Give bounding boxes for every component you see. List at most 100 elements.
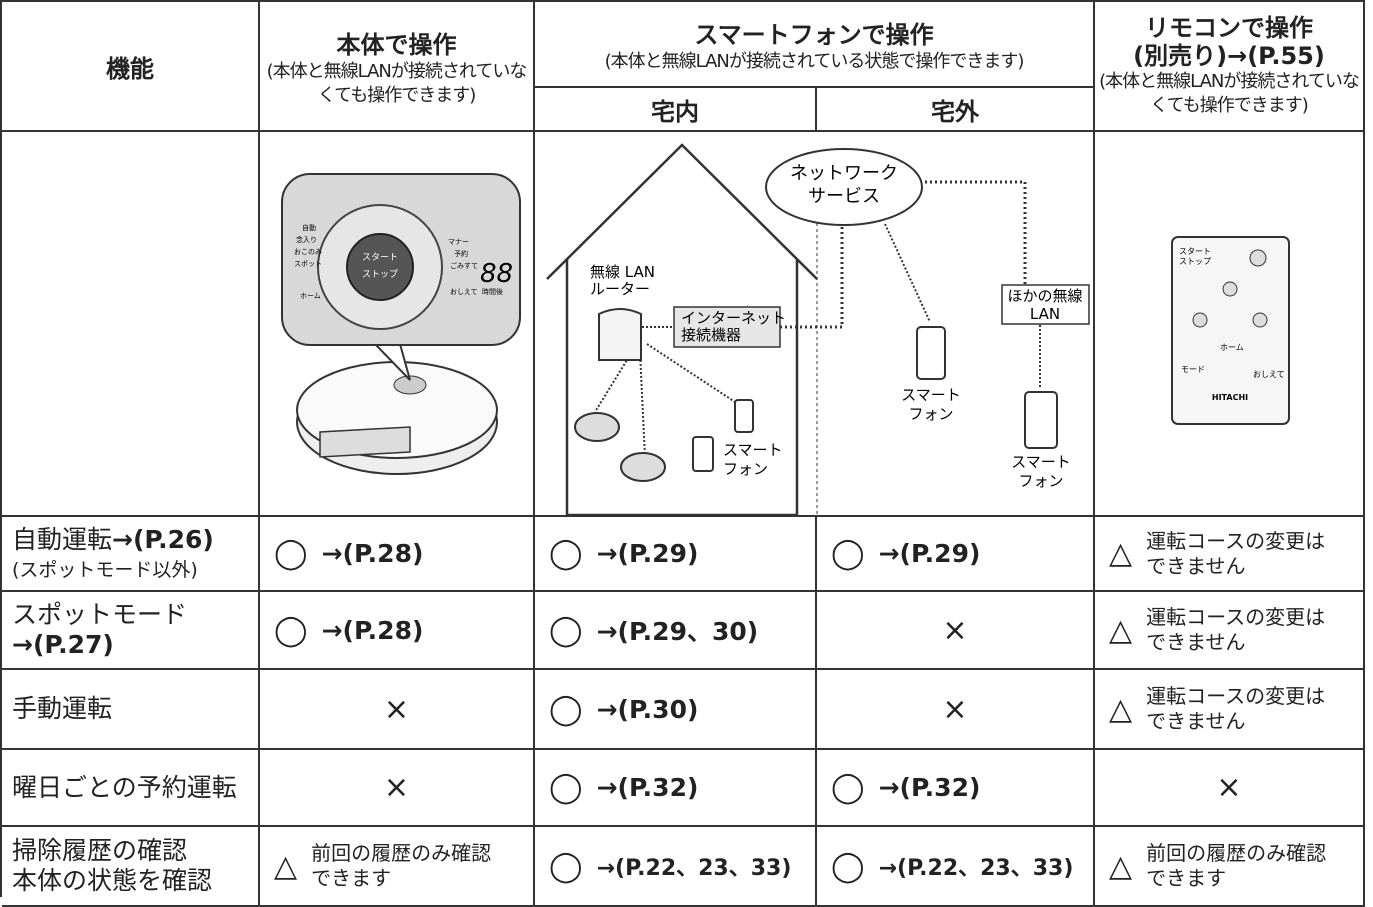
illustration-shape <box>346 233 414 301</box>
function-note: (スポットモード以外) <box>12 559 198 581</box>
status-text: 運転コースの変更はできません <box>1146 528 1326 578</box>
status-symbol: ◯ <box>831 848 865 884</box>
panel-label: ホーム <box>300 292 321 300</box>
illustration-shape <box>1001 284 1090 325</box>
header-cell: 本体で操作 (本体と無線LANが接続されていなくても操作できます) <box>260 2 535 132</box>
internet-label: インターネット <box>681 309 786 327</box>
status-cell: × <box>1095 750 1365 827</box>
robot-illustration: スタート ストップ 自動 念入り おこのみ スポット ホーム マナー 予約 ごみ… <box>281 173 521 475</box>
panel-label: マナー <box>448 238 469 246</box>
panel-label: スポット <box>294 260 322 268</box>
status-text: →(P.32) <box>878 773 981 802</box>
status-symbol: × <box>383 770 410 805</box>
illustration-shape <box>765 148 923 226</box>
status-symbol: △ <box>1109 536 1133 571</box>
remote-label: モード <box>1181 365 1205 374</box>
header-cell: スマートフォンで操作 (本体と無線LANが接続されている状態で操作できます) <box>535 2 1095 88</box>
status-cell: ◯ →(P.29) <box>535 517 817 592</box>
header-remote-title: リモコンで操作 <box>1145 14 1313 42</box>
panel-start: スタート <box>362 252 398 263</box>
status-symbol: ◯ <box>549 536 583 571</box>
header-cell: リモコンで操作 (別売り)→(P.55) (本体と無線LANが接続されていなくて… <box>1095 2 1365 132</box>
status-text: →(P.28) <box>321 539 424 568</box>
function-text: 本体の状態を確認 <box>12 866 213 895</box>
status-cell: ◯ →(P.22、23、33) <box>817 827 1095 907</box>
panel-label: おこのみ <box>294 248 322 256</box>
status-symbol: △ <box>1109 612 1133 648</box>
illustration-shape <box>319 426 411 458</box>
function-name: 掃除履歴の確認 本体の状態を確認 <box>12 836 212 896</box>
function-text: 掃除履歴の確認 <box>12 836 188 865</box>
illustration-shape <box>546 143 818 515</box>
panel-label: 時間後 <box>482 287 503 296</box>
status-symbol: × <box>942 612 968 648</box>
status-text: 前回の履歴のみ確認できます <box>311 841 492 890</box>
header-cell: 宅外 <box>817 88 1095 132</box>
illustration-shape <box>916 326 946 380</box>
remote-label: ホーム <box>1220 343 1244 352</box>
status-cell: ◯ →(P.28) <box>260 517 535 592</box>
illustration-shape <box>1171 236 1290 425</box>
status-text: →(P.22、23、33) <box>878 856 1074 881</box>
remote-brand: HITACHI <box>1212 393 1248 402</box>
status-cell: × <box>260 670 535 750</box>
illustration-shape <box>673 306 781 348</box>
panel-label: 自動 <box>302 223 316 232</box>
function-text: 曜日ごとの予約運転 <box>12 772 237 802</box>
status-symbol: △ <box>274 848 298 884</box>
status-text: →(P.22、23、33) <box>596 856 792 881</box>
illustration-shape <box>594 223 1041 458</box>
illustration-shape <box>1192 312 1208 328</box>
network-label: ネットワーク <box>790 163 898 184</box>
illustration-shape <box>1222 281 1238 297</box>
status-cell: △ 前回の履歴のみ確認できます <box>260 827 535 907</box>
function-text: 自動運転 <box>12 525 113 554</box>
network-illustration: ネットワーク サービス 無線 LAN ルーター インターネット 接続機器 スマー… <box>546 143 1090 515</box>
status-cell: △ 運転コースの変更はできません <box>1095 670 1365 750</box>
router-label: 無線 LAN <box>590 263 655 281</box>
function-text: スポットモード <box>12 600 188 629</box>
illustration-shape <box>1024 391 1058 449</box>
phone-label: スマート <box>1011 453 1071 471</box>
function-name: スポットモード →(P.27) <box>12 600 187 660</box>
header-body-title: 本体で操作 <box>336 30 457 59</box>
phone-label: フォン <box>1018 472 1063 490</box>
illustration-cell: スタート ストップ ホーム モード おしえて HITACHI <box>1095 132 1365 517</box>
function-name: 自動運転→(P.26) <box>12 525 214 555</box>
router-label: ルーター <box>590 280 650 298</box>
panel-label: 念入り <box>296 236 317 244</box>
remote-label: スタート <box>1179 247 1211 256</box>
status-cell: ◯ →(P.28) <box>260 592 535 670</box>
header-remote-title2: (別売り)→(P.55) <box>1133 42 1325 70</box>
header-function: 機能 <box>106 54 154 83</box>
status-cell: ◯ →(P.29) <box>817 517 1095 592</box>
illustration-shape <box>734 399 754 433</box>
status-symbol: ◯ <box>831 536 865 571</box>
status-text: 運転コースの変更はできません <box>1146 605 1326 654</box>
function-name: 曜日ごとの予約運転 <box>12 773 237 803</box>
function-cell: 掃除履歴の確認 本体の状態を確認 <box>2 827 260 907</box>
remote-illustration: スタート ストップ ホーム モード おしえて HITACHI <box>1171 236 1290 425</box>
illustration-shape <box>1252 312 1268 328</box>
illustration-shape <box>692 436 714 472</box>
internet-label: 接続機器 <box>681 326 741 344</box>
illustration-shape <box>1249 249 1267 267</box>
function-text: →(P.27) <box>12 630 114 659</box>
header-cell: 機能 <box>2 2 260 132</box>
function-cell: 自動運転→(P.26) (スポットモード以外) <box>2 517 260 592</box>
header-body-note: (本体と無線LANが接続されていなくても操作できます) <box>266 60 528 106</box>
status-cell: ◯ →(P.32) <box>535 750 817 827</box>
header-smartphone-note: (本体と無線LANが接続されている状態で操作できます) <box>604 50 1025 72</box>
status-cell: ◯ →(P.32) <box>817 750 1095 827</box>
phone-label: スマート <box>901 386 961 404</box>
status-text: 運転コースの変更はできません <box>1146 684 1326 733</box>
status-symbol: ◯ <box>274 536 308 571</box>
panel-label: おしえて <box>450 288 478 296</box>
status-text: →(P.29) <box>596 539 699 568</box>
status-symbol: ◯ <box>549 612 583 648</box>
phone-label: フォン <box>723 460 768 478</box>
panel-stop: ストップ <box>362 269 398 280</box>
